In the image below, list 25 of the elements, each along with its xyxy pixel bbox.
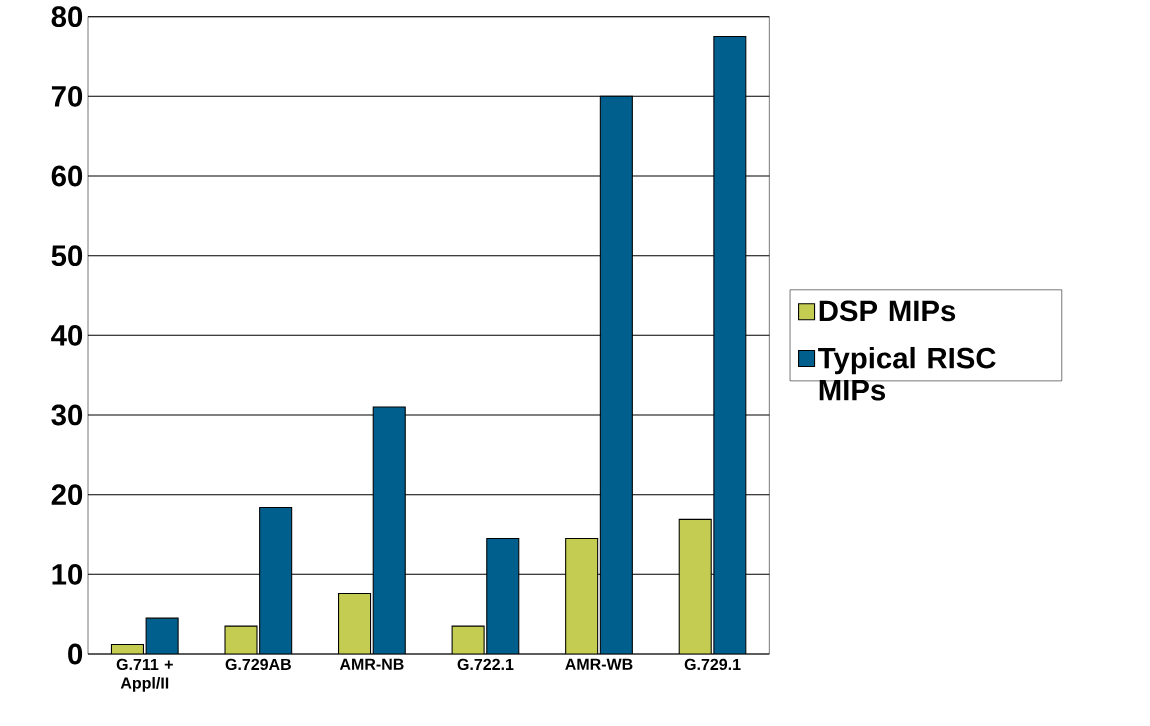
y-tick-label: 70: [51, 85, 83, 107]
y-tick-label: 80: [51, 6, 83, 28]
y-tick-label: 30: [51, 404, 83, 426]
bar: [372, 406, 406, 654]
y-tick-label: 50: [51, 245, 83, 267]
bar: [259, 506, 293, 654]
bar: [678, 518, 712, 654]
x-tick-label: G.722.1: [457, 658, 514, 671]
legend-label: Typical RISC MIPs: [818, 346, 996, 401]
bar: [338, 592, 372, 654]
y-tick-label: 10: [52, 563, 83, 585]
bar: [599, 95, 633, 654]
y-tick-label: 60: [51, 165, 83, 187]
x-tick-label: AMR-WB: [565, 658, 633, 670]
bar: [565, 537, 599, 654]
x-tick-label: G.729.1: [684, 658, 741, 671]
y-tick-label: 0: [68, 643, 83, 665]
bar: [486, 537, 520, 654]
legend-label: DSP MIPs: [819, 300, 956, 322]
y-tick-label: 40: [51, 324, 83, 346]
x-tick-label: AMR-NB: [339, 658, 404, 670]
bar: [713, 36, 747, 654]
y-tick-label: 20: [51, 484, 83, 506]
x-tick-label: G.711 + Appl/II: [116, 658, 173, 692]
x-tick-label: G.729AB: [225, 658, 291, 671]
